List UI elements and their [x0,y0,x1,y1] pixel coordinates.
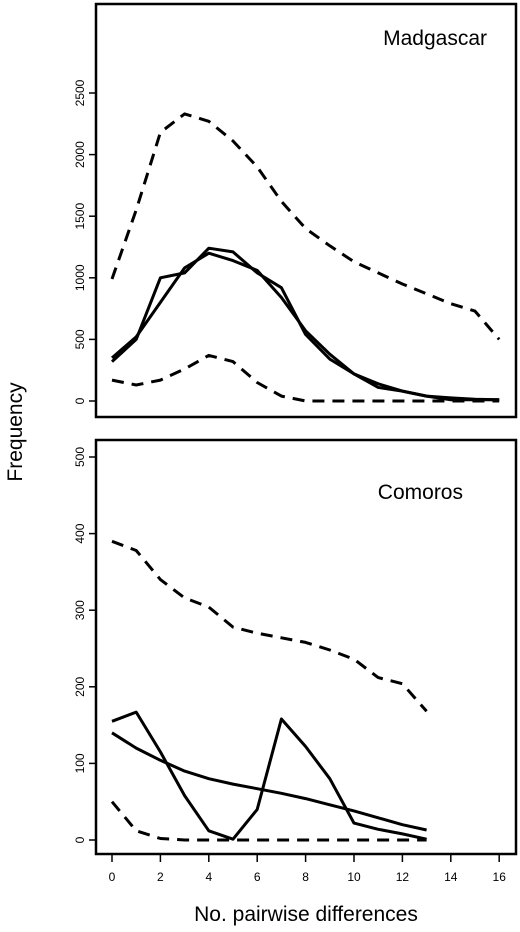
x-tick-label: 4 [205,870,212,884]
comoros-series-line-2-dashed [110,800,427,842]
comoros-y-tick-label: 200 [73,676,87,696]
madagascar-y-tick-label: 2000 [73,141,87,168]
comoros-panel-title: Comoros [378,481,463,504]
madagascar-series-line-4-solid [111,251,500,402]
comoros-y-tick-label: 300 [73,600,87,620]
madagascar-y-tick-label: 1500 [73,203,87,230]
x-axis: 0 2 4 6 8 10 12 14 16 [109,854,507,884]
x-tick-label: 2 [157,870,164,884]
x-tick-label: 14 [444,870,458,884]
madagascar-panel: Madgascar 0 500 1000 1500 2000 2500 [73,2,518,419]
comoros-y-tick-label: 0 [73,836,87,843]
madagascar-y-tick-label: 2500 [73,79,87,106]
madagascar-series [110,112,501,403]
madagascar-y-tick-label: 500 [73,329,87,349]
x-axis-title: No. pairwise differences [194,903,418,926]
y-axis-title: Frequency [4,382,27,482]
comoros-series [110,539,428,842]
comoros-panel: Comoros 0 100 200 300 400 500 0 2 4 6 8 10 12 14 16 [73,438,518,884]
madagascar-series-line-2-dashed [111,353,500,403]
comoros-series-line-3-solid [111,710,427,841]
comoros-y-tick-label: 400 [73,523,87,543]
comoros-y-axis: 0 100 200 300 400 500 [73,447,96,843]
x-tick-label: 0 [109,870,116,884]
madagascar-plot-frame [94,2,518,419]
madagascar-series-line-1-dashed [110,112,501,341]
madagascar-y-axis: 0 500 1000 1500 2000 2500 [73,79,96,404]
comoros-series-line-4-solid [111,731,427,832]
comoros-y-tick-label: 100 [73,753,87,773]
comoros-y-tick-label: 500 [73,447,87,467]
madagascar-panel-title: Madgascar [383,27,487,50]
x-tick-label: 16 [493,870,507,884]
x-tick-label: 6 [254,870,261,884]
x-tick-label: 10 [347,870,361,884]
x-tick-label: 8 [302,870,309,884]
comoros-series-line-1-dashed [111,539,428,713]
madagascar-y-tick-label: 1000 [73,264,87,291]
madagascar-series-line-3-solid [110,246,500,402]
x-tick-label: 12 [396,870,410,884]
madagascar-y-tick-label: 0 [73,397,87,404]
